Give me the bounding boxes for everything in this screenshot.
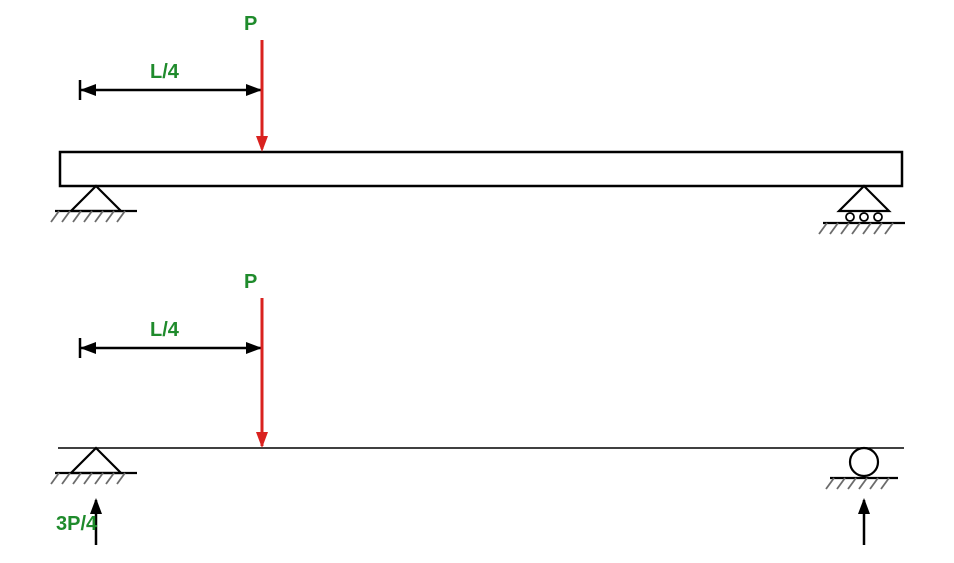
- top-beam-diagram: [60, 152, 902, 186]
- bottom-load-label: P: [244, 271, 257, 293]
- left-reaction-label: 3P/4: [56, 513, 98, 535]
- top-load-label: P: [244, 13, 257, 35]
- canvas-bg: [0, 0, 954, 563]
- top-dimension-label: L/4: [150, 61, 180, 83]
- beam-rect: [60, 152, 902, 186]
- bottom-dimension-label: L/4: [150, 319, 180, 341]
